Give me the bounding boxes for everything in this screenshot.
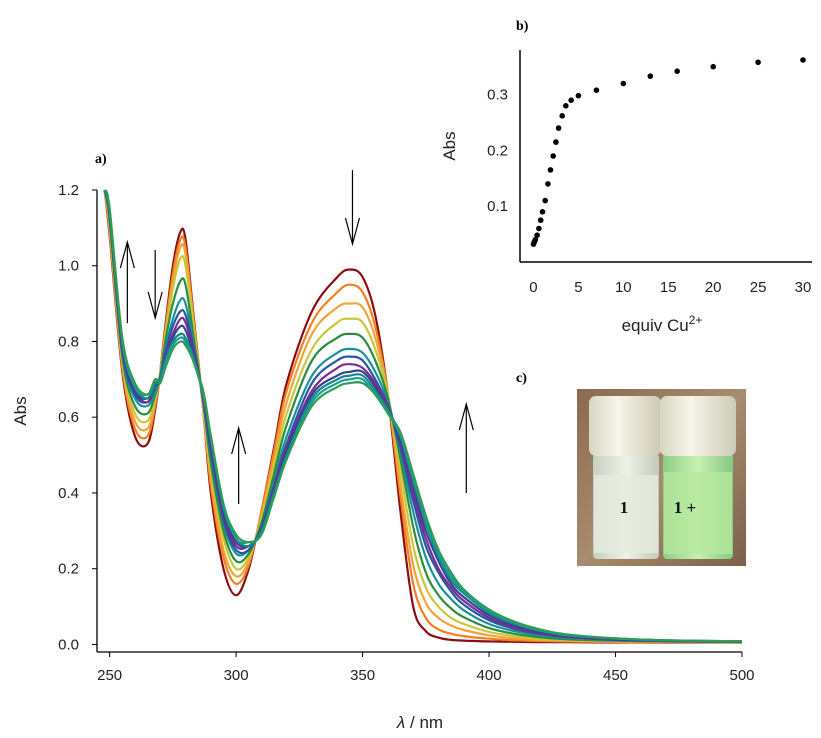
panel-b-data-point [755, 59, 761, 66]
panel-a-x-axis-symbol: λ [396, 713, 405, 732]
panel-b-y-tick-label: 0.3 [487, 87, 508, 104]
panel-a-x-axis-label: λ / nm [396, 713, 443, 732]
vial-1-solution [594, 475, 658, 553]
panel-b-data-point [559, 113, 565, 119]
panel-a-y-tick-label: 0.2 [58, 561, 79, 578]
panel-b-x-tick-label: 5 [574, 279, 582, 296]
panel-b-data-point [537, 217, 544, 223]
vial-1: 1 [589, 396, 661, 559]
panel-b-data-point [593, 87, 600, 93]
vial-1-cap [589, 396, 661, 456]
panel-b-data-point [550, 153, 556, 159]
vial-2-solution [664, 472, 732, 554]
panel-b-data-point [534, 232, 540, 238]
panel-b-x-tick-label: 0 [529, 279, 537, 296]
panel-b-x-tick-label: 30 [795, 279, 812, 296]
panel-b-x-tick-label: 15 [660, 279, 677, 296]
panel-b-data-point [555, 125, 562, 131]
panel-a-arrows [119, 170, 474, 504]
arrow-head-up-301 [231, 425, 247, 455]
panel-b-data-point [539, 209, 546, 215]
panel-b-label: b) [516, 19, 529, 34]
arrow-head-up-391 [458, 401, 474, 431]
panel-a-x-tick-label: 250 [97, 667, 122, 684]
panel-a-spectra-chart: a) 250 300 350 400 450 500 0.0 0.2 0.4 0.6 0.8 1.0 1… [11, 152, 755, 732]
panel-b-x-tick-label: 25 [750, 279, 767, 296]
panel-a-y-tick-label: 0.8 [58, 333, 79, 350]
arrow-head-down-346 [344, 217, 361, 247]
panel-b-data-point [545, 181, 551, 187]
panel-a-series-group [103, 189, 743, 644]
panel-a-y-tick-label: 1.2 [58, 182, 79, 199]
panel-b-data-point [800, 57, 806, 63]
panel-b-data-point [553, 139, 559, 145]
panel-b-y-tick-label: 0.2 [487, 142, 508, 159]
panel-a-y-tick-label: 0.0 [58, 636, 79, 653]
panel-b-x-axis-text: equiv Cu [622, 316, 689, 335]
arrow-head-up-257 [119, 239, 135, 269]
spectrum-line-10 [103, 189, 743, 643]
panel-b-x-tick-label: 20 [705, 279, 722, 296]
panel-b-data-point [620, 80, 627, 87]
panel-a-axes: 250 300 350 400 450 500 0.0 0.2 0.4 0.6 0.8 1.0 1.2 [58, 182, 754, 684]
panel-b-y-axis-label: Abs [440, 131, 459, 160]
panel-a-x-tick-label: 450 [603, 667, 628, 684]
panel-b-data-point [575, 92, 582, 99]
panel-b-x-tick-label: 10 [615, 279, 632, 296]
panel-b-data-point [536, 225, 542, 232]
vial-1-label: 1 [620, 498, 629, 517]
panel-b-data-point [674, 68, 680, 74]
arrow-head-down-268 [147, 291, 163, 321]
panel-b-titration-chart: b) 0 5 10 15 20 25 30 0.1 0.2 0.3 Abs equiv Cu2+ [440, 19, 812, 335]
panel-a-y-tick-label: 0.6 [58, 409, 79, 426]
panel-b-data-point [647, 73, 654, 79]
panel-b-x-axis-superscript: 2+ [689, 313, 703, 327]
panel-a-x-tick-label: 300 [224, 667, 249, 684]
panel-a-y-axis-label: Abs [11, 396, 30, 425]
vial-2-label: 1 + [674, 498, 696, 517]
panel-b-data-point [568, 97, 574, 103]
vial-2-cap [660, 396, 736, 456]
panel-b-data-point [563, 103, 569, 109]
vial-2: 1 + [660, 396, 736, 559]
panel-a-y-tick-label: 0.4 [58, 485, 79, 502]
panel-b-y-tick-label: 0.1 [487, 198, 508, 215]
spectrum-line-12 [103, 189, 743, 643]
panel-a-x-tick-label: 350 [350, 667, 375, 684]
panel-a-y-tick-label: 1.0 [58, 258, 79, 275]
panel-b-data-point [710, 63, 716, 70]
panel-b-data-point [547, 167, 554, 173]
panel-b-data-point [542, 197, 548, 204]
panel-b-data-point [532, 236, 539, 243]
panel-c-vial-photo: c) [516, 371, 746, 566]
panel-b-axes: 0 5 10 15 20 25 30 0.1 0.2 0.3 [487, 50, 812, 296]
panel-a-x-tick-label: 400 [477, 667, 502, 684]
panel-a-x-tick-label: 500 [729, 667, 754, 684]
panel-a-label: a) [95, 152, 107, 167]
panel-b-x-axis-label: equiv Cu2+ [622, 313, 703, 335]
panel-a-x-axis-unit: / nm [405, 713, 443, 732]
panel-b-points [530, 57, 806, 247]
panel-c-label: c) [516, 371, 527, 386]
